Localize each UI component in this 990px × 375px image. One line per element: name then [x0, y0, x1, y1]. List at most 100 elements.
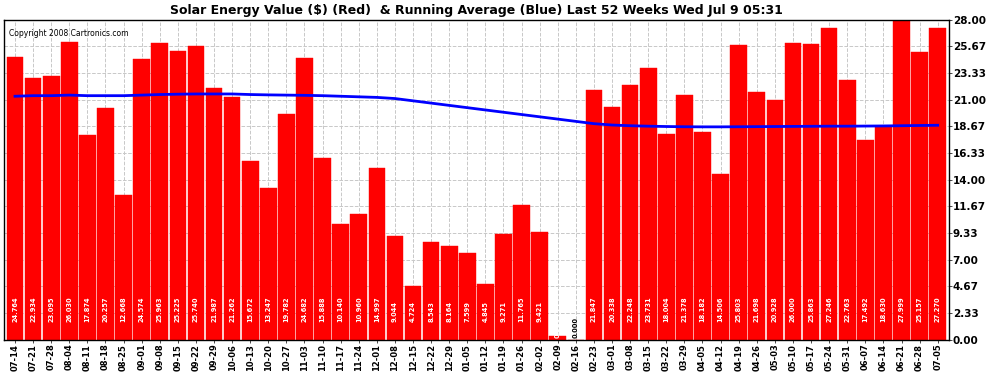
Bar: [513, 205, 530, 339]
Text: 26.030: 26.030: [66, 297, 72, 322]
Bar: [821, 28, 838, 339]
Bar: [748, 92, 765, 339]
Text: 26.000: 26.000: [790, 297, 796, 322]
Bar: [151, 43, 168, 339]
Text: 21.378: 21.378: [681, 297, 687, 322]
Bar: [766, 100, 783, 339]
Text: 24.682: 24.682: [302, 297, 308, 322]
Bar: [387, 236, 403, 339]
Text: 22.934: 22.934: [30, 297, 36, 322]
Bar: [875, 127, 892, 339]
Bar: [549, 336, 566, 339]
Text: 10.140: 10.140: [338, 297, 344, 322]
Bar: [405, 286, 422, 339]
Text: 23.731: 23.731: [645, 297, 651, 322]
Text: 21.987: 21.987: [211, 297, 217, 322]
Bar: [25, 78, 42, 339]
Bar: [930, 28, 946, 339]
Text: 20.257: 20.257: [103, 297, 109, 322]
Bar: [188, 45, 204, 339]
Text: 20.928: 20.928: [772, 297, 778, 322]
Text: 12.668: 12.668: [121, 297, 127, 322]
Bar: [206, 88, 223, 339]
Bar: [839, 80, 855, 339]
Title: Solar Energy Value ($) (Red)  & Running Average (Blue) Last 52 Weeks Wed Jul 9 0: Solar Energy Value ($) (Red) & Running A…: [170, 4, 783, 17]
Text: 18.004: 18.004: [663, 297, 669, 322]
Text: 25.803: 25.803: [736, 297, 742, 322]
Bar: [314, 158, 331, 339]
Text: 25.863: 25.863: [808, 297, 814, 322]
Bar: [857, 140, 873, 339]
Text: 0.000: 0.000: [573, 317, 579, 338]
Text: 21.847: 21.847: [591, 297, 597, 322]
Text: 4.845: 4.845: [482, 302, 488, 322]
Text: 15.672: 15.672: [248, 297, 253, 322]
Text: 25.157: 25.157: [917, 297, 923, 322]
Bar: [477, 284, 494, 339]
Text: 27.999: 27.999: [899, 297, 905, 322]
Text: 15.888: 15.888: [320, 297, 326, 322]
Text: 20.338: 20.338: [609, 297, 615, 322]
Text: 4.724: 4.724: [410, 302, 416, 322]
Bar: [785, 43, 801, 339]
Bar: [7, 57, 24, 339]
Bar: [803, 44, 820, 339]
Bar: [79, 135, 96, 339]
Text: 18.630: 18.630: [880, 297, 886, 322]
Bar: [242, 160, 258, 339]
Text: 8.543: 8.543: [428, 302, 435, 322]
Bar: [495, 234, 512, 339]
Text: 19.782: 19.782: [283, 297, 289, 322]
Bar: [731, 45, 747, 339]
Bar: [97, 108, 114, 339]
Bar: [169, 51, 186, 339]
Bar: [712, 174, 729, 339]
Bar: [532, 232, 548, 339]
Text: 22.763: 22.763: [844, 297, 850, 322]
Bar: [333, 224, 349, 339]
Text: 9.271: 9.271: [501, 302, 507, 322]
Bar: [441, 246, 457, 339]
Text: 25.740: 25.740: [193, 297, 199, 322]
Text: 9.044: 9.044: [392, 302, 398, 322]
Text: 17.874: 17.874: [84, 297, 90, 322]
Bar: [368, 168, 385, 339]
Bar: [676, 95, 693, 339]
Bar: [893, 20, 910, 339]
Bar: [224, 97, 241, 339]
Bar: [604, 107, 621, 339]
Text: 24.574: 24.574: [139, 297, 145, 322]
Text: 21.262: 21.262: [229, 297, 235, 322]
Text: 8.164: 8.164: [446, 302, 452, 322]
Text: 0.317: 0.317: [554, 317, 560, 338]
Bar: [911, 52, 928, 339]
Bar: [622, 86, 639, 339]
Text: 14.997: 14.997: [374, 297, 380, 322]
Bar: [459, 253, 475, 339]
Text: 24.764: 24.764: [12, 297, 18, 322]
Text: 7.599: 7.599: [464, 302, 470, 322]
Bar: [296, 58, 313, 339]
Text: 27.270: 27.270: [935, 297, 940, 322]
Bar: [43, 76, 59, 339]
Text: 18.182: 18.182: [700, 297, 706, 322]
Text: 25.225: 25.225: [175, 297, 181, 322]
Bar: [278, 114, 295, 339]
Bar: [423, 242, 440, 339]
Text: Copyright 2008 Cartronics.com: Copyright 2008 Cartronics.com: [9, 29, 129, 38]
Bar: [640, 69, 656, 339]
Bar: [694, 132, 711, 339]
Bar: [350, 214, 367, 339]
Text: 14.506: 14.506: [718, 297, 724, 322]
Bar: [260, 188, 276, 339]
Bar: [115, 195, 132, 339]
Text: 9.421: 9.421: [537, 302, 543, 322]
Text: 23.095: 23.095: [49, 297, 54, 322]
Text: 11.765: 11.765: [519, 297, 525, 322]
Text: 10.960: 10.960: [355, 297, 361, 322]
Bar: [658, 134, 674, 339]
Text: 21.698: 21.698: [753, 297, 759, 322]
Text: 22.248: 22.248: [627, 297, 634, 322]
Text: 17.492: 17.492: [862, 297, 868, 322]
Bar: [61, 42, 77, 339]
